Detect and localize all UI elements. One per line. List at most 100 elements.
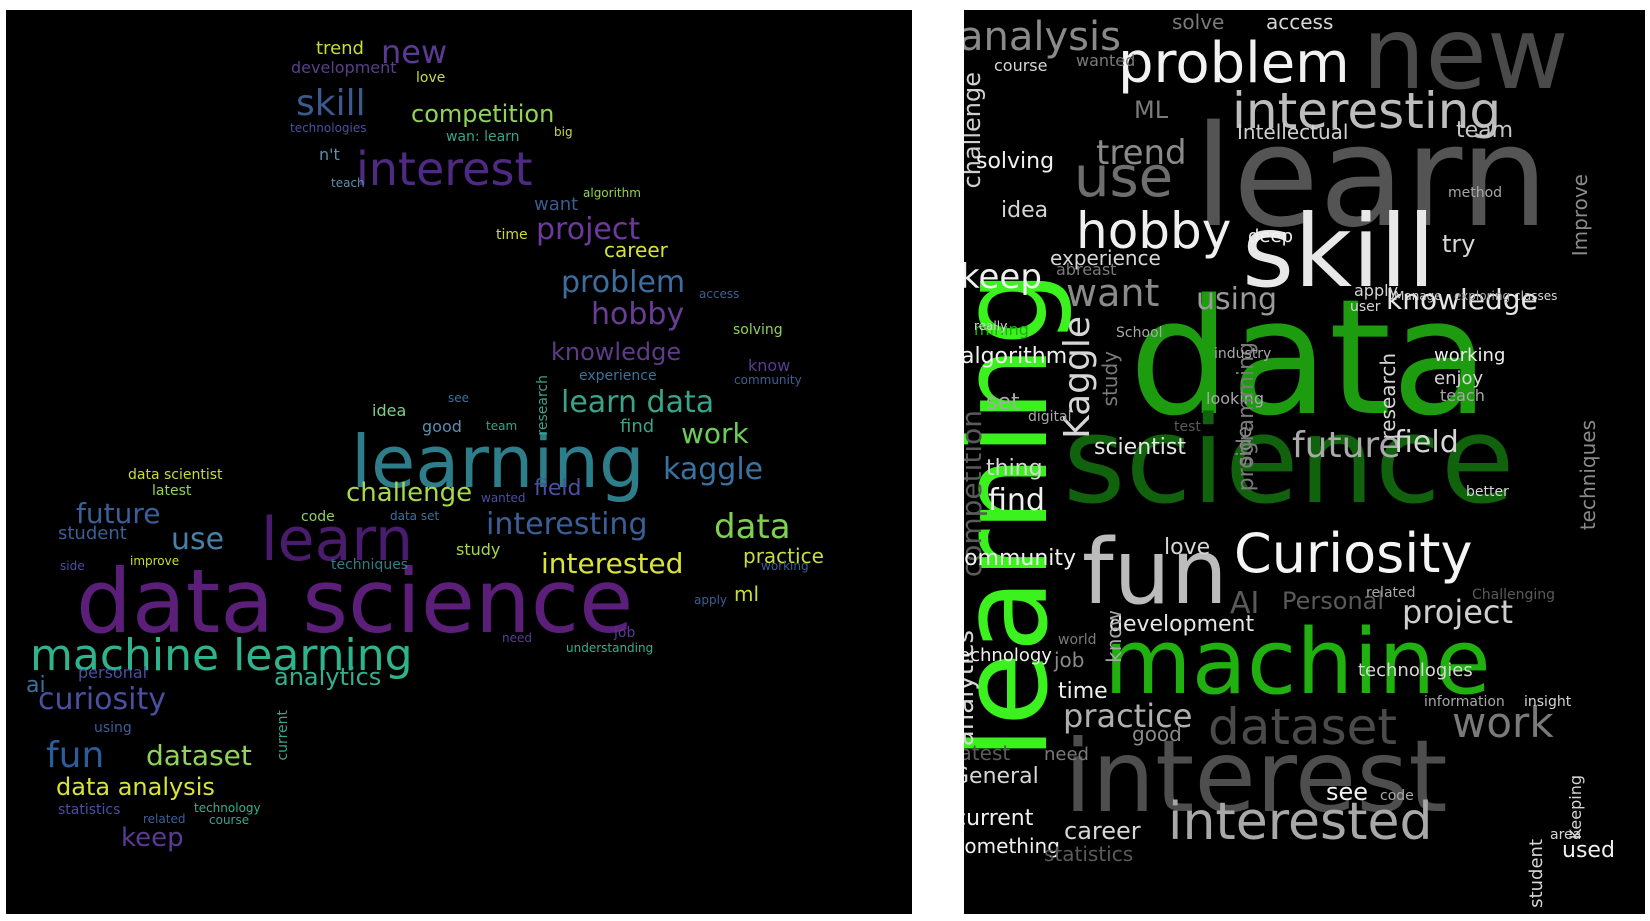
- right-word-interesting: interesting: [1232, 82, 1502, 140]
- right-word-really: really: [974, 319, 1008, 333]
- right-word-code: code: [1380, 788, 1414, 804]
- right-word-project: project: [1402, 593, 1514, 631]
- left-word-interest: interest: [356, 142, 533, 196]
- left-word-fun: fun: [46, 735, 105, 776]
- right-word-student: student: [1526, 839, 1547, 908]
- right-word-improve: Improve: [1568, 174, 1592, 257]
- right-word-using: using: [1196, 282, 1278, 317]
- right-word-job: job: [1054, 648, 1085, 672]
- right-word-practice: practice: [1063, 697, 1193, 735]
- left-word-technology: technology: [194, 801, 261, 815]
- left-word-new: new: [381, 33, 448, 71]
- right-word-current: current: [964, 806, 1034, 831]
- right-word-exploring: exploring: [1454, 289, 1511, 303]
- right-word-cloud: learning data science learn skill new problem i…: [964, 10, 1645, 914]
- right-word-interested: interested: [1168, 792, 1433, 852]
- left-word-field: field: [534, 476, 582, 501]
- right-word-working: working: [1434, 345, 1506, 366]
- right-word-industry: industry: [1214, 346, 1272, 362]
- left-word-kaggle: kaggle: [663, 452, 764, 487]
- left-word-personal: personal: [78, 663, 148, 682]
- left-word-learn: learn: [261, 505, 413, 575]
- left-word-community: community: [734, 373, 802, 387]
- left-word-data-analysis: data analysis: [56, 773, 215, 801]
- left-word-student: student: [58, 523, 127, 544]
- left-word-experience: experience: [579, 368, 657, 384]
- left-word-need: need: [502, 631, 532, 645]
- right-word-related: related: [1366, 585, 1416, 601]
- left-word-good: good: [422, 417, 462, 436]
- right-word-skill: skill: [1242, 193, 1436, 310]
- left-word-work: work: [681, 417, 749, 450]
- right-word-community: community: [964, 546, 1077, 571]
- right-word-problem: problem: [1118, 31, 1350, 96]
- left-word-knowledge: knowledge: [551, 338, 682, 366]
- right-word-team: team: [1456, 118, 1514, 143]
- right-word-study: study: [1098, 351, 1122, 407]
- right-word-new: new: [1362, 10, 1569, 112]
- right-word-use: use: [1074, 145, 1174, 210]
- right-word-school: School: [1116, 325, 1163, 341]
- left-word-working: working: [761, 559, 809, 573]
- left-word-algorithm: algorithm: [583, 186, 641, 200]
- left-word-cloud-panel: data science learning learn machine learnin…: [6, 10, 912, 914]
- left-word-current: current: [275, 710, 291, 761]
- right-word-information: information: [1424, 694, 1505, 710]
- right-word-area: area: [1550, 827, 1582, 843]
- left-word-data-science: data science: [76, 550, 634, 653]
- right-word-algorithm: algorithm: [964, 344, 1068, 369]
- left-word-statistics: statistics: [58, 802, 121, 818]
- right-word-intellectual: Intellectual: [1237, 120, 1349, 144]
- right-word-mining: mining: [974, 320, 1029, 339]
- right-word-want: want: [1066, 271, 1160, 315]
- right-word-enjoy: enjoy: [1434, 368, 1484, 389]
- left-word-learn-data: learn data: [561, 385, 715, 420]
- right-word-analysis: analysis: [964, 14, 1121, 60]
- left-word-trend: trend: [316, 38, 364, 59]
- right-word-technologies: technologies: [1358, 660, 1473, 681]
- left-word-code: code: [301, 509, 335, 525]
- right-word-solving: solving: [976, 149, 1055, 174]
- left-word-job: job: [614, 625, 636, 641]
- right-word-time: time: [1058, 679, 1108, 704]
- left-word-research: research: [535, 375, 551, 436]
- left-word-future: future: [76, 497, 161, 530]
- left-word-solving: solving: [733, 322, 783, 338]
- left-word-hobby: hobby: [591, 297, 685, 332]
- right-word-find: find: [988, 483, 1045, 518]
- left-word-keep: keep: [121, 823, 184, 853]
- right-word-latest: latest: [964, 741, 1011, 765]
- right-word-hobby: hobby: [1076, 202, 1232, 260]
- right-word-abreast: abreast: [1056, 260, 1117, 279]
- left-word-problem: problem: [561, 265, 686, 300]
- left-word-know: know: [748, 356, 791, 375]
- left-word-apply: apply: [694, 593, 728, 607]
- right-word-looking: looking: [1206, 389, 1265, 408]
- right-word-classes: classes: [1514, 289, 1558, 303]
- left-word-data-set: data set: [390, 509, 440, 523]
- left-word-teach: teach: [331, 176, 365, 190]
- right-word-scientist: scientist: [1094, 435, 1186, 460]
- right-word-challenging: Challenging: [1472, 587, 1556, 603]
- right-word-field: field: [1394, 425, 1459, 460]
- right-word-idea: idea: [1001, 198, 1049, 223]
- right-word-teach: teach: [1440, 386, 1485, 405]
- left-word-n-t: n't: [319, 145, 340, 164]
- right-word-fun: fun: [1082, 520, 1228, 625]
- left-word-wanted: wanted: [481, 491, 526, 505]
- left-word-machine-learning: machine learning: [30, 630, 413, 681]
- right-word-interest: interest: [1064, 718, 1448, 835]
- right-word-better: better: [1466, 484, 1509, 500]
- right-word-learn: learn: [1194, 96, 1549, 259]
- right-word-apply: apply: [1354, 281, 1399, 300]
- left-word-want: want: [534, 194, 579, 215]
- right-word-machine: machine: [1104, 610, 1491, 715]
- right-word-curiosity: Curiosity: [1234, 522, 1473, 585]
- left-word-big: big: [554, 125, 573, 139]
- left-word-side: side: [60, 559, 85, 573]
- right-word-need: need: [1044, 744, 1089, 765]
- left-word-interesting: interesting: [486, 507, 648, 542]
- right-word-see: see: [1326, 778, 1369, 806]
- right-word-future: future: [1292, 425, 1401, 466]
- right-word-programming: programming: [1234, 342, 1259, 492]
